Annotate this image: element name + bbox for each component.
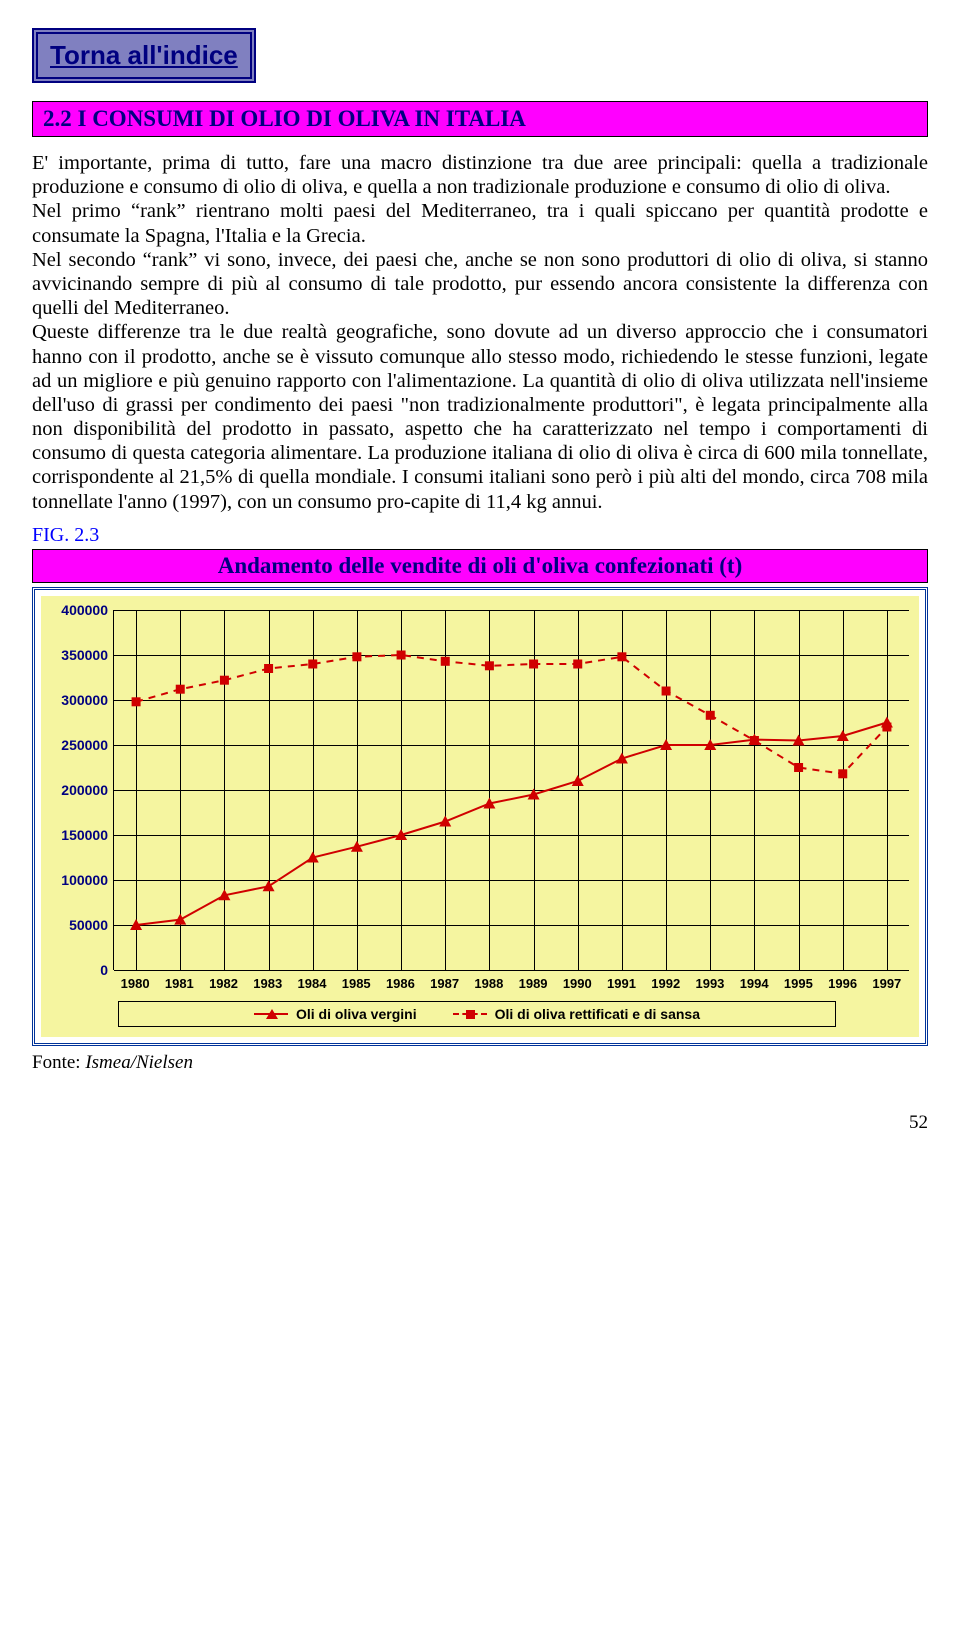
line-chart: 0500001000001500002000002500003000003500… xyxy=(113,610,909,970)
page-number: 52 xyxy=(32,1112,928,1134)
chart-source: Fonte: Ismea/Nielsen xyxy=(32,1052,928,1074)
back-to-index-button[interactable]: Torna all'indice xyxy=(32,28,256,83)
legend-label: Oli di oliva vergini xyxy=(296,1006,417,1022)
figure-label: FIG. 2.3 xyxy=(32,524,928,547)
chart-container: 0500001000001500002000002500003000003500… xyxy=(32,587,928,1046)
chart-legend: Oli di oliva vergini Oli di oliva rettif… xyxy=(118,1001,836,1027)
x-axis-labels: 1980198119821983198419851986198719881989… xyxy=(113,976,909,991)
section-heading: 2.2 I CONSUMI DI OLIO DI OLIVA IN ITALIA xyxy=(32,101,928,137)
legend-label: Oli di oliva rettificati e di sansa xyxy=(495,1006,700,1022)
body-paragraph: E' importante, prima di tutto, fare una … xyxy=(32,151,928,514)
legend-item: Oli di oliva vergini xyxy=(254,1006,417,1022)
legend-item: Oli di oliva rettificati e di sansa xyxy=(453,1006,700,1022)
chart-title: Andamento delle vendite di oli d'oliva c… xyxy=(32,549,928,583)
